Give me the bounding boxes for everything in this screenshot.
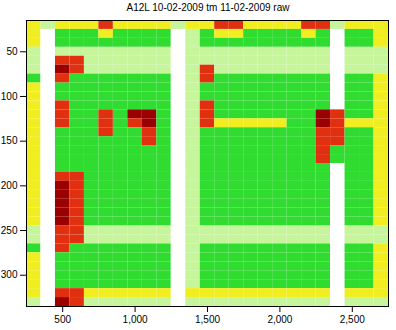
svg-text:1,000: 1,000 (123, 314, 148, 325)
svg-text:1,500: 1,500 (195, 314, 220, 325)
svg-text:500: 500 (54, 314, 71, 325)
svg-text:200: 200 (1, 180, 18, 191)
svg-text:250: 250 (1, 225, 18, 236)
svg-text:50: 50 (6, 46, 18, 57)
svg-text:150: 150 (1, 135, 18, 146)
svg-text:300: 300 (1, 269, 18, 280)
svg-text:2,500: 2,500 (340, 314, 365, 325)
html-text:A12L 10-02-2009 tm 11-02-2009: A12L 10-02-2009 tm 11-02-2009 raw (126, 2, 290, 13)
svg-text:2,000: 2,000 (267, 314, 292, 325)
svg-text:100: 100 (1, 91, 18, 102)
